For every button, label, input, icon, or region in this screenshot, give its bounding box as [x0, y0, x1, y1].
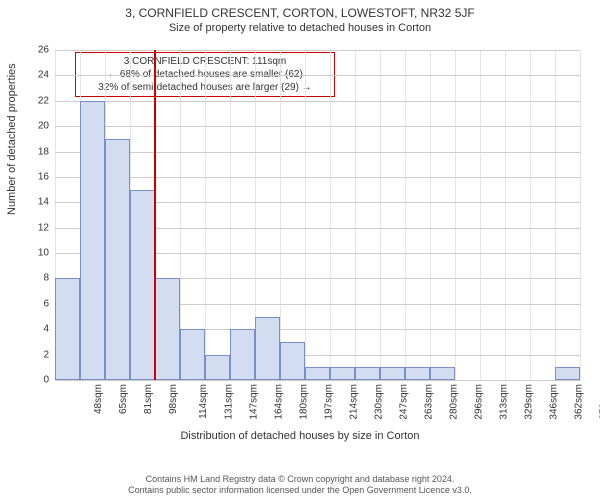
footer-line1: Contains HM Land Registry data © Crown c…: [0, 474, 600, 485]
bar: [305, 367, 330, 380]
gridline-v: [330, 50, 331, 380]
x-axis-label: Distribution of detached houses by size …: [0, 430, 600, 442]
ytick-label: 16: [38, 171, 49, 182]
ytick-label: 22: [38, 95, 49, 106]
ytick-label: 8: [43, 273, 49, 284]
gridline-h: [55, 101, 580, 102]
plot-background: 0246810121416182022242648sqm65sqm81sqm98…: [55, 50, 580, 380]
xtick-label: 98sqm: [168, 384, 179, 414]
gridline-h: [55, 152, 580, 153]
footer: Contains HM Land Registry data © Crown c…: [0, 474, 600, 497]
bar: [205, 355, 230, 380]
gridline-v: [430, 50, 431, 380]
ytick-label: 14: [38, 197, 49, 208]
bar: [155, 278, 180, 380]
bar: [255, 317, 280, 380]
xtick-label: 81sqm: [143, 384, 154, 414]
gridline-v: [505, 50, 506, 380]
ytick-label: 18: [38, 146, 49, 157]
xtick-label: 180sqm: [298, 384, 309, 420]
xtick-label: 230sqm: [373, 384, 384, 420]
ytick-label: 6: [43, 298, 49, 309]
gridline-v: [480, 50, 481, 380]
bar: [80, 101, 105, 380]
bar: [555, 367, 580, 380]
xtick-label: 263sqm: [423, 384, 434, 420]
xtick-label: 164sqm: [273, 384, 284, 420]
ytick-label: 2: [43, 349, 49, 360]
reference-line: [154, 50, 156, 380]
bar: [180, 329, 205, 380]
bar: [280, 342, 305, 380]
bar: [380, 367, 405, 380]
y-axis-label: Number of detached properties: [6, 63, 18, 215]
xtick-label: 329sqm: [523, 384, 534, 420]
bar: [105, 139, 130, 380]
gridline-h: [55, 126, 580, 127]
gridline-v: [380, 50, 381, 380]
gridline-h: [55, 75, 580, 76]
gridline-v: [455, 50, 456, 380]
xtick-label: 214sqm: [348, 384, 359, 420]
ytick-label: 20: [38, 121, 49, 132]
xtick-label: 313sqm: [498, 384, 509, 420]
page-subtitle: Size of property relative to detached ho…: [0, 20, 600, 34]
bar: [330, 367, 355, 380]
gridline-v: [405, 50, 406, 380]
xtick-label: 247sqm: [398, 384, 409, 420]
xtick-label: 114sqm: [197, 384, 208, 419]
xtick-label: 280sqm: [448, 384, 459, 420]
gridline-v: [205, 50, 206, 380]
ytick-label: 12: [38, 222, 49, 233]
xtick-label: 65sqm: [118, 384, 129, 414]
ytick-label: 24: [38, 70, 49, 81]
bar: [55, 278, 80, 380]
gridline-h: [55, 177, 580, 178]
gridline-v: [355, 50, 356, 380]
bar: [130, 190, 155, 380]
page-title: 3, CORNFIELD CRESCENT, CORTON, LOWESTOFT…: [0, 0, 600, 20]
xtick-label: 346sqm: [548, 384, 559, 420]
gridline-v: [305, 50, 306, 380]
ytick-label: 26: [38, 45, 49, 56]
xtick-label: 48sqm: [93, 384, 104, 414]
gridline-v: [530, 50, 531, 380]
footer-line2: Contains public sector information licen…: [0, 485, 600, 496]
ytick-label: 4: [43, 324, 49, 335]
xtick-label: 147sqm: [248, 384, 259, 420]
gridline-h: [55, 380, 580, 381]
ytick-label: 0: [43, 375, 49, 386]
xtick-label: 197sqm: [323, 384, 334, 420]
xtick-label: 131sqm: [223, 384, 234, 420]
bar: [405, 367, 430, 380]
gridline-h: [55, 50, 580, 51]
ytick-label: 10: [38, 248, 49, 259]
xtick-label: 362sqm: [573, 384, 584, 420]
gridline-v: [280, 50, 281, 380]
bar: [355, 367, 380, 380]
xtick-label: 296sqm: [473, 384, 484, 420]
gridline-v: [580, 50, 581, 380]
chart-area: 0246810121416182022242648sqm65sqm81sqm98…: [55, 50, 580, 380]
gridline-v: [555, 50, 556, 380]
bar: [430, 367, 455, 380]
bar: [230, 329, 255, 380]
